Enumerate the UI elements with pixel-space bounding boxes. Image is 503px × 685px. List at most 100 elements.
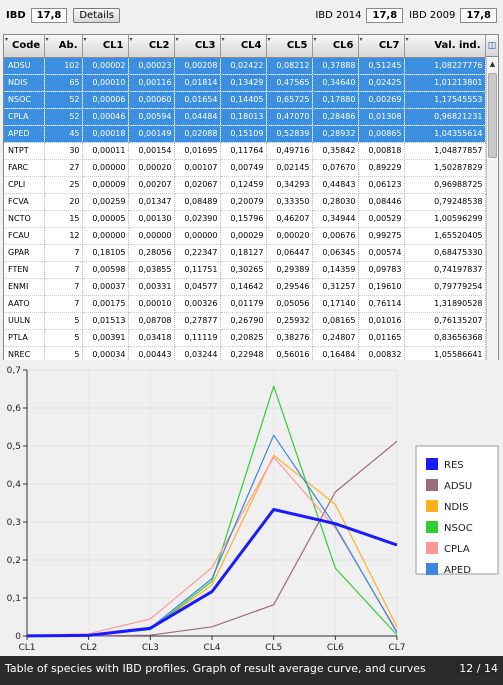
table-cell: 0,11764 (220, 142, 267, 160)
table-row[interactable]: UULN 5 0,01513 0,08708 0,27877 0,26790 0,25932… (4, 312, 486, 330)
ibd-panel: IBD 17,8 Details IBD 2014 17,8 IBD 2009 … (0, 0, 503, 656)
filter-arrow-icon[interactable]: ▾ (83, 36, 87, 43)
filter-arrow-icon[interactable]: ▾ (267, 36, 271, 43)
filter-arrow-icon[interactable]: ▾ (175, 36, 179, 43)
species-code-cell: FCVA (4, 193, 45, 211)
table-row[interactable]: AATO 7 0,00175 0,00010 0,00326 0,01179 0,05056… (4, 295, 486, 313)
table-row[interactable]: ENMI 7 0,00037 0,00331 0,04577 0,14642 0,29546… (4, 278, 486, 296)
table-row[interactable]: NSOC 52 0,00006 0,00060 0,01654 0,14405 0,6572… (4, 91, 486, 109)
filter-arrow-icon[interactable]: ▾ (359, 36, 363, 43)
column-header[interactable]: ▾ CL2 (128, 35, 175, 58)
table-cell: 5 (44, 312, 83, 330)
filter-arrow-icon[interactable]: ▾ (313, 36, 317, 43)
table-cell: 1,50287829 (404, 159, 486, 177)
filter-arrow-icon[interactable]: ▾ (5, 36, 9, 43)
table-row[interactable]: APED 45 0,00018 0,00149 0,02088 0,15109 0,5283… (4, 125, 486, 143)
ibd-profile-chart: 0 0,1 0,2 0,3 0,4 0,5 0,6 0,7 CL1 CL2 CL3 CL4 CL5 CL6… (0, 360, 503, 656)
legend-swatch (426, 500, 438, 512)
table-cell: 0,00269 (358, 91, 405, 109)
legend-swatch (426, 458, 438, 470)
table-cell: 0,00529 (358, 210, 405, 228)
table-cell: 0,14405 (220, 91, 267, 109)
table-cell: 0,00009 (82, 176, 129, 194)
table-cell: 0,08708 (128, 312, 175, 330)
column-header[interactable]: ▾ Code (4, 35, 45, 58)
table-cell: 0,09783 (358, 261, 405, 279)
table-cell: 0,00749 (220, 159, 267, 177)
table-row[interactable]: NCTO 15 0,00005 0,00130 0,02390 0,15796 0,4620… (4, 210, 486, 228)
column-header[interactable]: ▾ CL6 (312, 35, 359, 58)
table-cell: 0,17140 (312, 295, 359, 313)
table-row[interactable]: FARC 27 0,00000 0,00020 0,00107 0,00749 0,0214… (4, 159, 486, 177)
table-cell: 0,24807 (312, 329, 359, 347)
column-header[interactable]: ▾ CL7 (358, 35, 405, 58)
table-cell: 0,00574 (358, 244, 405, 262)
x-tick-label: CL1 (18, 643, 35, 653)
table-cell: 0,00000 (82, 159, 129, 177)
table-cell: 0,76114 (358, 295, 405, 313)
table-cell: 0,18127 (220, 244, 267, 262)
table-cell: 0,00175 (82, 295, 129, 313)
filter-arrow-icon[interactable]: ▾ (129, 36, 133, 43)
table-row[interactable]: CPLI 25 0,00009 0,00207 0,02067 0,12459 0,3429… (4, 176, 486, 194)
y-tick-label: 0,7 (7, 366, 21, 376)
table-cell: 0,07670 (312, 159, 359, 177)
table-cell: 5 (44, 329, 83, 347)
table-scrollbar[interactable]: ▲ ▼ (486, 58, 498, 380)
y-tick-label: 0,3 (7, 518, 21, 528)
table-cell: 1,17545553 (404, 91, 486, 109)
column-header[interactable]: ▾ CL1 (82, 35, 129, 58)
filter-arrow-icon[interactable]: ▾ (45, 36, 49, 43)
table-cell: 102 (44, 57, 83, 75)
column-header-label: CL7 (378, 40, 400, 52)
table-row[interactable]: FCAU 12 0,00000 0,00000 0,00000 0,00029 0,0002… (4, 227, 486, 245)
scroll-thumb[interactable] (488, 73, 497, 158)
column-header[interactable]: ▾ CL3 (174, 35, 221, 58)
scroll-up-arrow-icon[interactable]: ▲ (489, 60, 496, 68)
table-cell: 0,44843 (312, 176, 359, 194)
column-header[interactable]: ▾ CL4 (220, 35, 267, 58)
column-header-label: CL3 (194, 40, 216, 52)
column-chooser-icon[interactable]: ◫ (486, 35, 498, 57)
column-header[interactable]: ▾ CL5 (266, 35, 313, 58)
table-row[interactable]: GPAR 7 0,18105 0,28056 0,22347 0,18127 0,06447… (4, 244, 486, 262)
table-row[interactable]: FTEN 7 0,00598 0,03855 0,11751 0,30265 0,29389… (4, 261, 486, 279)
table-cell: 0,00154 (128, 142, 175, 160)
column-header-label: Ab. (58, 40, 78, 52)
table-cell: 0,02088 (174, 125, 221, 143)
ibd-group: IBD 17,8 Details (6, 4, 121, 26)
table-row[interactable]: NDIS 65 0,00010 0,00116 0,01814 0,13429 0,4756… (4, 74, 486, 92)
caption-text: Table of species with IBD profiles. Grap… (5, 662, 426, 675)
table-cell: 25 (44, 176, 83, 194)
species-code-cell: CPLI (4, 176, 45, 194)
x-tick-label: CL4 (203, 643, 220, 653)
table-row[interactable]: NTPT 30 0,00011 0,00154 0,01695 0,11764 0,4971… (4, 142, 486, 160)
table-row[interactable]: FCVA 20 0,00259 0,01347 0,08489 0,20079 0,3335… (4, 193, 486, 211)
table-row[interactable]: PTLA 5 0,00391 0,03418 0,11119 0,20825 0,38276… (4, 329, 486, 347)
filter-arrow-icon[interactable]: ▾ (221, 36, 225, 43)
species-code-cell: NSOC (4, 91, 45, 109)
details-button[interactable]: Details (73, 7, 121, 23)
table-cell: 0,01513 (82, 312, 129, 330)
legend-swatch (426, 521, 438, 533)
species-code-cell: PTLA (4, 329, 45, 347)
table-cell: 0,49716 (266, 142, 313, 160)
table-cell: 0,00130 (128, 210, 175, 228)
table-cell: 0,00020 (266, 227, 313, 245)
table-cell: 0,14359 (312, 261, 359, 279)
column-header[interactable]: ▾ Val. ind. (404, 35, 486, 58)
table-cell: 0,51245 (358, 57, 405, 75)
column-header[interactable]: ▾ Ab. (44, 35, 83, 58)
table-cell: 0,01308 (358, 108, 405, 126)
filter-arrow-icon[interactable]: ▾ (405, 36, 409, 43)
table-cell: 0,00020 (128, 159, 175, 177)
table-cell: 0,96988725 (404, 176, 486, 194)
table-cell: 0,68475330 (404, 244, 486, 262)
ibd2014-value: 17,8 (366, 7, 404, 23)
table-cell: 0,04577 (174, 278, 221, 296)
table-cell: 52 (44, 91, 83, 109)
table-row[interactable]: CPLA 52 0,00046 0,00594 0,04484 0,18013 0,4707… (4, 108, 486, 126)
table-cell: 7 (44, 295, 83, 313)
table-cell: 0,14642 (220, 278, 267, 296)
table-row[interactable]: ADSU 102 0,00002 0,00023 0,00208 0,02422 0,082… (4, 57, 486, 75)
